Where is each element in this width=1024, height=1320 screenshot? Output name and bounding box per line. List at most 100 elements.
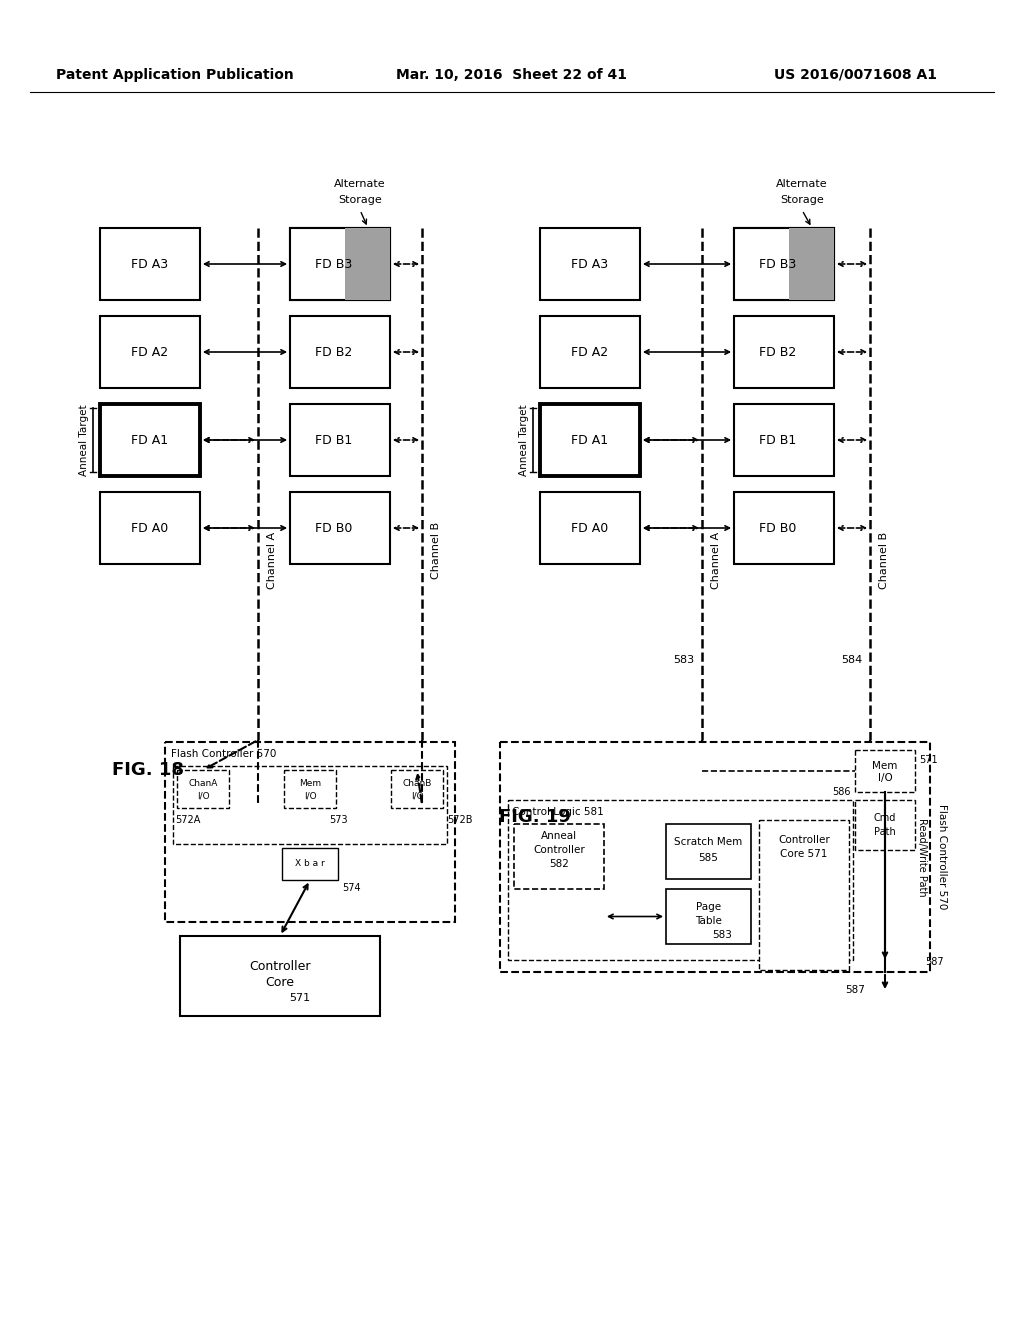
Bar bbox=[391, 770, 443, 808]
Text: FD A2: FD A2 bbox=[571, 346, 608, 359]
Text: 574: 574 bbox=[342, 883, 360, 894]
Bar bbox=[290, 404, 390, 477]
Text: Read/Write Path: Read/Write Path bbox=[918, 817, 927, 896]
Bar bbox=[790, 228, 834, 300]
Text: FD B1: FD B1 bbox=[315, 433, 352, 446]
Bar bbox=[500, 742, 930, 972]
Text: Channel B: Channel B bbox=[879, 532, 889, 589]
Bar bbox=[540, 315, 640, 388]
Text: FIG. 19: FIG. 19 bbox=[499, 808, 571, 826]
Text: Core: Core bbox=[265, 975, 295, 989]
Bar bbox=[290, 492, 390, 564]
Text: Control Logic 581: Control Logic 581 bbox=[512, 807, 604, 817]
Text: Path: Path bbox=[874, 828, 896, 837]
Bar bbox=[514, 824, 604, 888]
Bar bbox=[540, 404, 640, 477]
Text: 571: 571 bbox=[919, 755, 938, 766]
Bar bbox=[100, 315, 200, 388]
Text: Channel A: Channel A bbox=[711, 532, 721, 589]
Text: Channel B: Channel B bbox=[431, 521, 441, 578]
Bar bbox=[100, 228, 200, 300]
Bar bbox=[345, 228, 390, 300]
Text: Mem: Mem bbox=[299, 780, 322, 788]
Bar bbox=[290, 228, 390, 300]
Text: Storage: Storage bbox=[780, 195, 824, 205]
Text: FD B0: FD B0 bbox=[315, 521, 352, 535]
Bar bbox=[284, 770, 336, 808]
Text: Controller: Controller bbox=[249, 960, 310, 973]
Bar bbox=[508, 800, 853, 960]
Text: 572A: 572A bbox=[175, 814, 201, 825]
Text: FD B3: FD B3 bbox=[315, 257, 352, 271]
Text: 585: 585 bbox=[698, 853, 719, 863]
Text: FD B2: FD B2 bbox=[315, 346, 352, 359]
Text: 582: 582 bbox=[549, 859, 569, 869]
Text: Anneal Target: Anneal Target bbox=[519, 404, 529, 475]
Text: I/O: I/O bbox=[197, 792, 209, 800]
Bar bbox=[734, 228, 834, 300]
Bar bbox=[100, 492, 200, 564]
Bar bbox=[100, 404, 200, 477]
Bar bbox=[290, 315, 390, 388]
Text: FD B3: FD B3 bbox=[760, 257, 797, 271]
Text: X b a r: X b a r bbox=[295, 859, 325, 869]
Text: Mem: Mem bbox=[872, 762, 898, 771]
Text: ChanA: ChanA bbox=[188, 780, 218, 788]
Text: Flash Controller 570: Flash Controller 570 bbox=[171, 748, 276, 759]
Text: Patent Application Publication: Patent Application Publication bbox=[56, 69, 294, 82]
Bar bbox=[165, 742, 455, 921]
Text: 583: 583 bbox=[674, 655, 694, 665]
Text: 586: 586 bbox=[833, 787, 851, 797]
Text: FD A3: FD A3 bbox=[571, 257, 608, 271]
Text: 587: 587 bbox=[925, 957, 944, 968]
Text: 587: 587 bbox=[845, 985, 865, 995]
Text: FD A1: FD A1 bbox=[131, 433, 169, 446]
Text: FD B1: FD B1 bbox=[760, 433, 797, 446]
Bar bbox=[734, 404, 834, 477]
Text: Anneal: Anneal bbox=[541, 832, 578, 841]
Text: ChanB: ChanB bbox=[402, 780, 432, 788]
Bar bbox=[290, 228, 390, 300]
Bar bbox=[734, 228, 834, 300]
Text: Page: Page bbox=[696, 902, 721, 912]
Bar bbox=[734, 492, 834, 564]
Text: FD A0: FD A0 bbox=[571, 521, 608, 535]
Text: Flash Controller 570: Flash Controller 570 bbox=[937, 804, 947, 909]
Text: 571: 571 bbox=[290, 993, 310, 1003]
Text: Cmd: Cmd bbox=[873, 813, 896, 822]
Text: Storage: Storage bbox=[338, 195, 382, 205]
Text: FD A2: FD A2 bbox=[131, 346, 169, 359]
Bar bbox=[666, 888, 751, 944]
Text: I/O: I/O bbox=[878, 774, 892, 783]
Text: FD B2: FD B2 bbox=[760, 346, 797, 359]
Text: FD A0: FD A0 bbox=[131, 521, 169, 535]
Bar bbox=[666, 824, 751, 879]
Bar bbox=[180, 936, 380, 1016]
Text: Mar. 10, 2016  Sheet 22 of 41: Mar. 10, 2016 Sheet 22 of 41 bbox=[396, 69, 628, 82]
Text: FD A1: FD A1 bbox=[571, 433, 608, 446]
Text: I/O: I/O bbox=[304, 792, 316, 800]
Text: Controller: Controller bbox=[778, 836, 829, 845]
Bar bbox=[540, 492, 640, 564]
Bar bbox=[759, 820, 849, 970]
Bar bbox=[855, 800, 915, 850]
Text: Table: Table bbox=[695, 916, 722, 927]
Bar bbox=[177, 770, 229, 808]
Text: FD B0: FD B0 bbox=[760, 521, 797, 535]
Text: Anneal Target: Anneal Target bbox=[79, 404, 89, 475]
Bar bbox=[173, 766, 447, 843]
Text: Controller: Controller bbox=[534, 845, 585, 855]
Text: Core 571: Core 571 bbox=[780, 849, 827, 859]
Bar bbox=[855, 750, 915, 792]
Text: US 2016/0071608 A1: US 2016/0071608 A1 bbox=[773, 69, 937, 82]
Bar bbox=[540, 228, 640, 300]
Text: FD A3: FD A3 bbox=[131, 257, 169, 271]
Text: Alternate: Alternate bbox=[334, 180, 386, 189]
Text: Scratch Mem: Scratch Mem bbox=[675, 837, 742, 847]
Text: Channel A: Channel A bbox=[267, 532, 278, 589]
Text: 572B: 572B bbox=[447, 814, 472, 825]
Text: I/O: I/O bbox=[411, 792, 423, 800]
Text: 573: 573 bbox=[329, 814, 347, 825]
Text: 583: 583 bbox=[713, 931, 732, 940]
Bar bbox=[734, 315, 834, 388]
